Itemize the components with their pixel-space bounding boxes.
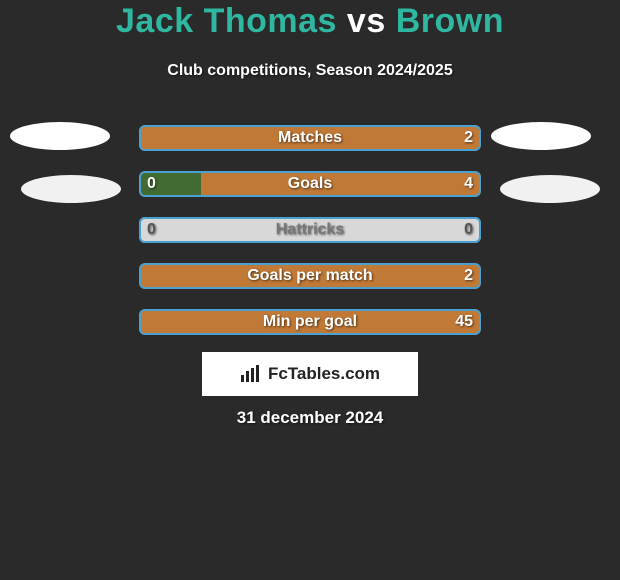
stat-label: Goals per match [139,263,481,289]
subtitle: Club competitions, Season 2024/2025 [0,62,620,80]
comparison-infographic: Jack Thomas vs Brown Club competitions, … [0,0,620,580]
stat-value-right: 0 [464,217,473,243]
stat-rows: Matches20Goals40Hattricks0Goals per matc… [0,125,620,355]
player1-name: Jack Thomas [116,2,337,40]
stat-label: Min per goal [139,309,481,335]
stat-row: 0Hattricks0 [139,217,481,243]
stat-value-right: 2 [464,125,473,151]
brand-bars-icon [240,365,262,383]
stat-label: Goals [139,171,481,197]
stat-row: Goals per match2 [139,263,481,289]
stat-value-right: 4 [464,171,473,197]
stat-label: Hattricks [139,217,481,243]
stat-row: 0Goals4 [139,171,481,197]
stat-row: Min per goal45 [139,309,481,335]
stat-value-right: 2 [464,263,473,289]
brand-text: FcTables.com [268,364,380,384]
page-title: Jack Thomas vs Brown [0,2,620,41]
player2-name: Brown [396,2,504,40]
stat-label: Matches [139,125,481,151]
date-line: 31 december 2024 [0,408,620,428]
stat-row: Matches2 [139,125,481,151]
stat-value-right: 45 [455,309,473,335]
brand-box: FcTables.com [202,352,418,396]
vs-word: vs [347,2,386,40]
